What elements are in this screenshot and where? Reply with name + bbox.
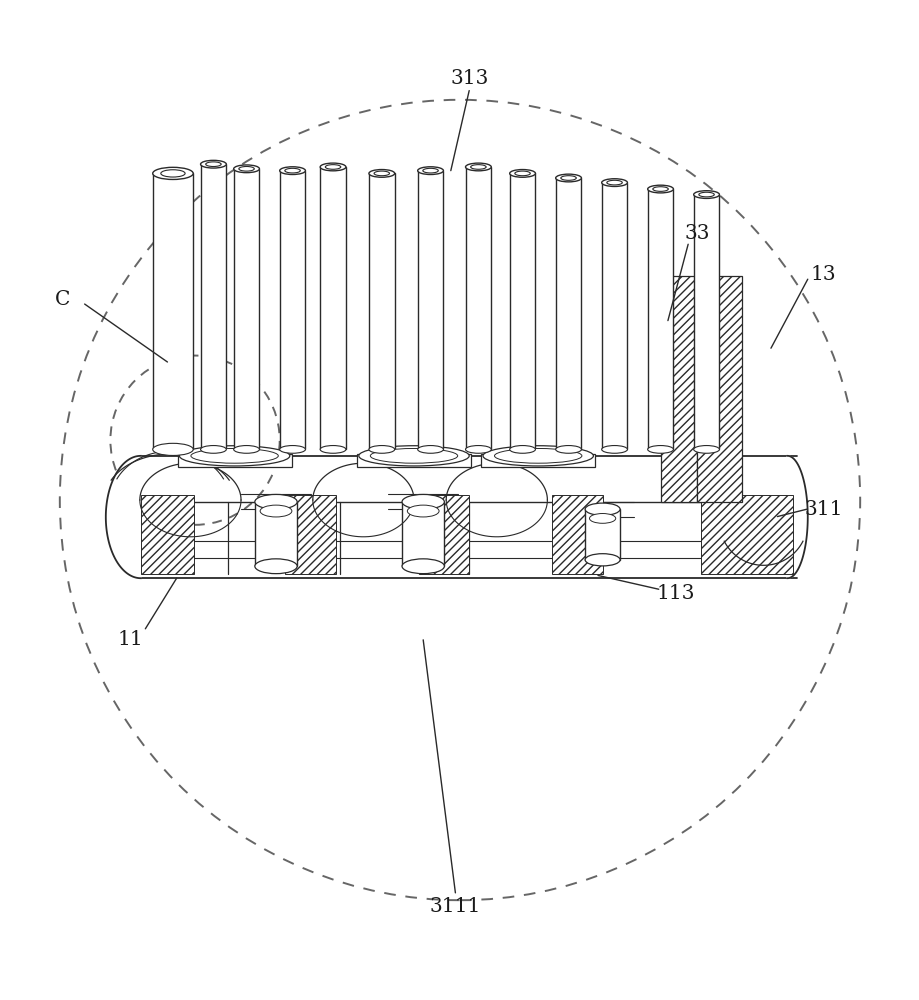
Bar (285, 495, 335, 574)
Bar (697, 276, 741, 502)
Ellipse shape (200, 446, 226, 453)
Bar (200, 164, 226, 449)
Ellipse shape (601, 179, 627, 186)
Ellipse shape (698, 192, 713, 197)
Ellipse shape (402, 494, 444, 509)
Ellipse shape (260, 505, 291, 517)
Ellipse shape (153, 443, 193, 455)
Ellipse shape (200, 160, 226, 168)
Ellipse shape (555, 174, 581, 182)
Text: 311: 311 (803, 500, 842, 519)
Polygon shape (787, 456, 807, 578)
Text: 33: 33 (684, 224, 709, 243)
Ellipse shape (465, 446, 491, 453)
Bar (551, 495, 602, 574)
Text: C: C (55, 290, 70, 309)
Text: 113: 113 (656, 584, 695, 603)
Ellipse shape (423, 168, 437, 173)
Bar (177, 454, 291, 467)
Ellipse shape (153, 167, 193, 179)
Ellipse shape (482, 446, 593, 466)
Bar (693, 195, 719, 449)
Ellipse shape (325, 165, 340, 169)
Ellipse shape (239, 166, 254, 171)
Ellipse shape (647, 446, 673, 453)
Ellipse shape (652, 187, 667, 191)
Ellipse shape (255, 559, 297, 574)
Bar (465, 167, 491, 449)
Bar (418, 495, 469, 574)
Ellipse shape (233, 165, 259, 173)
Bar (660, 276, 697, 502)
Ellipse shape (255, 494, 297, 509)
Bar (555, 178, 581, 449)
Bar (417, 171, 443, 449)
Ellipse shape (369, 170, 394, 177)
Ellipse shape (465, 163, 491, 171)
Bar (279, 171, 305, 449)
Ellipse shape (417, 167, 443, 175)
Ellipse shape (601, 446, 627, 453)
Ellipse shape (647, 185, 673, 193)
Ellipse shape (471, 165, 485, 169)
Ellipse shape (179, 446, 289, 466)
Bar (601, 183, 627, 449)
Ellipse shape (279, 446, 305, 453)
Ellipse shape (161, 170, 185, 177)
Bar (700, 495, 792, 574)
Ellipse shape (561, 176, 575, 180)
Ellipse shape (407, 505, 438, 517)
Bar (233, 169, 259, 449)
Bar (357, 454, 471, 467)
Bar (320, 167, 346, 449)
Ellipse shape (584, 554, 619, 566)
Text: 11: 11 (118, 630, 143, 649)
Bar (481, 454, 595, 467)
Ellipse shape (693, 446, 719, 453)
Ellipse shape (693, 191, 719, 198)
Bar (402, 502, 444, 566)
Ellipse shape (320, 163, 346, 171)
Bar (369, 173, 394, 449)
Ellipse shape (233, 446, 259, 453)
Text: 313: 313 (449, 69, 488, 88)
Ellipse shape (417, 446, 443, 453)
Ellipse shape (279, 167, 305, 175)
Polygon shape (106, 456, 141, 578)
Text: 13: 13 (810, 265, 835, 284)
Bar (153, 173, 193, 449)
Ellipse shape (191, 448, 278, 463)
Bar (255, 502, 297, 566)
Ellipse shape (285, 168, 300, 173)
Ellipse shape (494, 448, 582, 463)
Ellipse shape (589, 514, 615, 523)
Ellipse shape (369, 448, 458, 463)
Bar (141, 495, 194, 574)
Ellipse shape (509, 446, 535, 453)
Ellipse shape (358, 446, 469, 466)
Ellipse shape (584, 503, 619, 515)
Bar (509, 173, 535, 449)
Ellipse shape (320, 446, 346, 453)
Bar (647, 189, 673, 449)
Ellipse shape (369, 446, 394, 453)
Ellipse shape (206, 162, 221, 167)
Text: 3111: 3111 (429, 897, 481, 916)
Ellipse shape (374, 171, 389, 176)
Bar (584, 509, 619, 560)
Ellipse shape (515, 171, 529, 176)
Ellipse shape (555, 446, 581, 453)
Ellipse shape (402, 559, 444, 574)
Ellipse shape (607, 180, 621, 185)
Ellipse shape (509, 170, 535, 177)
